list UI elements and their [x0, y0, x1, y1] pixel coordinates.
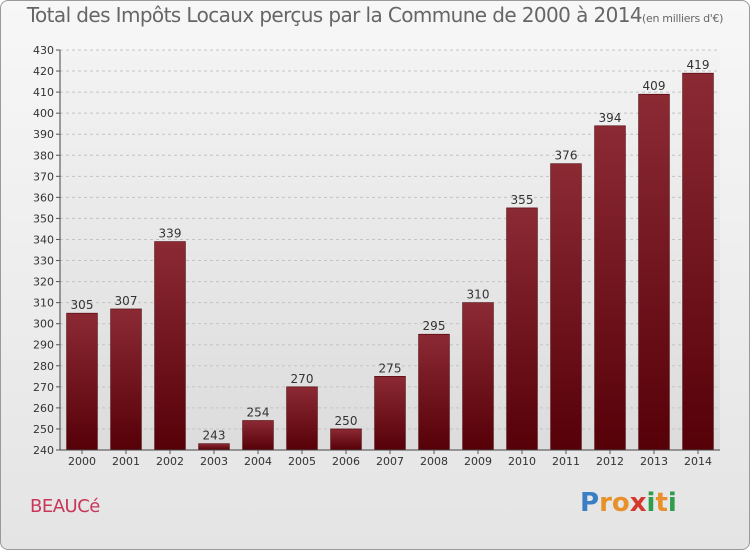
chart-unit-label: (en milliers d'€): [641, 12, 724, 25]
data-label-2005: 270: [291, 372, 314, 386]
y-tick-label: 420: [33, 65, 54, 78]
y-tick-label: 330: [33, 255, 54, 268]
bar-2002: [154, 241, 186, 451]
x-tick-label-2013: 2013: [640, 455, 668, 468]
y-tick-label: 270: [33, 381, 54, 394]
logo-letter: P: [580, 488, 600, 518]
data-label-2014: 419: [687, 58, 710, 72]
bar-2005: [286, 386, 318, 451]
y-tick-label: 410: [33, 86, 54, 99]
y-tick-label: 250: [33, 423, 54, 436]
data-label-2011: 376: [555, 149, 578, 163]
bar-2008: [418, 333, 450, 451]
x-tick-label-2008: 2008: [420, 455, 448, 468]
x-tick-label-2003: 2003: [200, 455, 228, 468]
data-label-2006: 250: [335, 414, 358, 428]
bar-2009: [462, 302, 494, 451]
bars: [66, 72, 714, 451]
y-tick-label: 380: [33, 149, 54, 162]
x-tick-label-2006: 2006: [332, 455, 360, 468]
proxiti-logo: Proxiti: [580, 488, 677, 518]
x-tick-label-2012: 2012: [596, 455, 624, 468]
x-tick-label-2000: 2000: [68, 455, 96, 468]
data-label-2002: 339: [159, 227, 182, 241]
x-tick-label-2014: 2014: [684, 455, 712, 468]
bar-2001: [110, 308, 142, 451]
x-tick-label-2001: 2001: [112, 455, 140, 468]
data-label-2010: 355: [511, 193, 534, 207]
bar-2000: [66, 312, 98, 451]
data-label-2004: 254: [247, 406, 270, 420]
data-label-2009: 310: [467, 288, 490, 302]
y-tick-label: 340: [33, 233, 54, 246]
logo-letter: i: [667, 488, 677, 518]
logo-letter: i: [646, 488, 656, 518]
y-tick-label: 370: [33, 170, 54, 183]
y-tick-label: 240: [33, 444, 54, 457]
chart-title: Total des Impôts Locaux perçus par la Co…: [0, 3, 750, 27]
x-tick-label-2009: 2009: [464, 455, 492, 468]
logo-letter: x: [629, 488, 647, 518]
y-tick-label: 300: [33, 318, 54, 331]
y-tick-label: 320: [33, 276, 54, 289]
y-tick-label: 400: [33, 107, 54, 120]
data-label-2008: 295: [423, 319, 446, 333]
x-tick-label-2005: 2005: [288, 455, 316, 468]
x-tick-label-2010: 2010: [508, 455, 536, 468]
commune-name: BEAUCé: [30, 496, 100, 517]
x-tick-label-2007: 2007: [376, 455, 404, 468]
data-label-2003: 243: [203, 429, 226, 443]
y-tick-label: 310: [33, 297, 54, 310]
y-tick-label: 350: [33, 212, 54, 225]
x-tick-label-2002: 2002: [156, 455, 184, 468]
axes: 240 250 260 270 280 290 300 310 320 330 340 350 360 3…: [33, 44, 720, 468]
bar-2006: [330, 428, 362, 451]
bar-2011: [550, 163, 582, 451]
bar-2012: [594, 125, 626, 451]
bar-2003: [198, 443, 230, 451]
y-tick-label: 430: [33, 44, 54, 57]
x-tick-label-2004: 2004: [244, 455, 272, 468]
data-label-2007: 275: [379, 361, 402, 375]
chart-title-text: Total des Impôts Locaux perçus par la Co…: [26, 3, 643, 27]
data-label-2013: 409: [643, 79, 666, 93]
bar-2013: [638, 93, 670, 451]
data-label-2012: 394: [599, 111, 622, 125]
y-tick-label: 360: [33, 191, 54, 204]
data-label-2001: 307: [115, 294, 138, 308]
data-labels: 305 307 339 243 254 270 250 275 295 310 355 376 394 4…: [71, 58, 710, 443]
y-tick-label: 260: [33, 402, 54, 415]
y-tick-label: 390: [33, 128, 54, 141]
y-tick-label: 280: [33, 360, 54, 373]
bar-2010: [506, 207, 538, 451]
logo-letter: t: [655, 488, 668, 518]
bar-2007: [374, 376, 406, 451]
bar-2004: [242, 420, 274, 451]
bar-2014: [682, 72, 714, 451]
y-tick-label: 290: [33, 339, 54, 352]
x-tick-label-2011: 2011: [552, 455, 580, 468]
logo-letter: o: [611, 488, 630, 518]
logo-letter: r: [599, 488, 612, 518]
data-label-2000: 305: [71, 298, 94, 312]
